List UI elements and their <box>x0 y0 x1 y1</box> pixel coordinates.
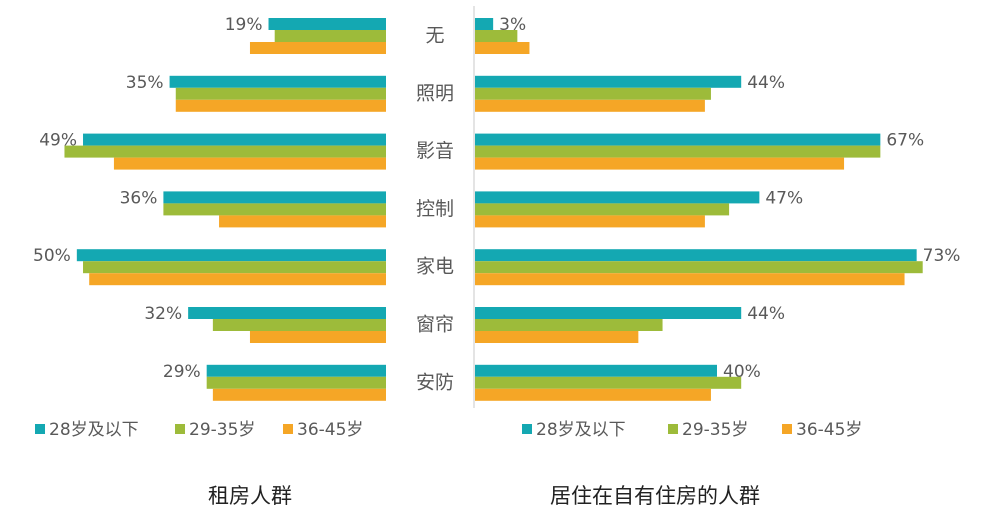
bar <box>475 307 742 319</box>
bar <box>83 261 387 274</box>
bar <box>206 364 386 377</box>
bar <box>163 203 386 216</box>
legend-label: 36-45岁 <box>297 420 363 440</box>
legend-label: 29-35岁 <box>682 420 748 440</box>
legend-swatch <box>668 424 678 434</box>
value-label: 35% <box>126 73 164 93</box>
bar <box>475 87 711 100</box>
value-label: 29% <box>163 362 201 382</box>
bar <box>475 319 663 331</box>
category-label: 窗帘 <box>416 314 454 336</box>
category-label: 控制 <box>416 198 454 220</box>
bar <box>475 191 760 204</box>
legend-swatch <box>175 424 185 434</box>
bar <box>219 215 386 228</box>
bar <box>113 157 386 170</box>
panel-title: 租房人群 <box>208 484 292 508</box>
bar <box>475 364 717 377</box>
value-label: 44% <box>747 73 785 93</box>
bar <box>274 30 386 42</box>
bar <box>475 18 494 30</box>
bar <box>475 215 705 228</box>
bar <box>163 191 386 204</box>
bar <box>175 99 386 112</box>
bar <box>475 75 742 88</box>
bar <box>475 388 711 401</box>
legend-swatch <box>782 424 792 434</box>
bar <box>475 133 881 146</box>
bar <box>249 42 386 54</box>
value-label: 36% <box>120 188 158 208</box>
legend-label: 29-35岁 <box>189 420 255 440</box>
bar <box>475 30 518 42</box>
legend-swatch <box>283 424 293 434</box>
category-label: 影音 <box>416 140 454 162</box>
category-label: 无 <box>425 25 444 47</box>
bar <box>268 18 386 30</box>
bar <box>175 87 386 100</box>
value-label: 44% <box>747 304 785 324</box>
category-label: 照明 <box>416 82 454 104</box>
bar <box>169 75 386 88</box>
bar <box>475 157 845 170</box>
bar <box>188 307 386 319</box>
bar <box>475 42 530 54</box>
bar <box>249 331 386 343</box>
value-label: 47% <box>765 188 803 208</box>
bar <box>475 99 705 112</box>
bar <box>206 376 386 389</box>
legend-swatch <box>35 424 45 434</box>
bar <box>83 133 387 146</box>
value-label: 32% <box>144 304 182 324</box>
legend-label: 36-45岁 <box>796 420 862 440</box>
panel-title: 居住在自有住房的人群 <box>550 484 760 508</box>
bar <box>212 388 386 401</box>
bar <box>76 249 386 262</box>
bar <box>212 319 386 331</box>
bar <box>475 145 881 158</box>
bar <box>475 273 905 286</box>
value-label: 67% <box>886 131 924 151</box>
legend-label: 28岁及以下 <box>536 420 626 440</box>
legend-label: 28岁及以下 <box>49 420 139 440</box>
value-label: 19% <box>225 15 263 35</box>
bar <box>475 249 917 262</box>
bar <box>475 376 742 389</box>
value-label: 50% <box>33 246 71 266</box>
category-label: 安防 <box>416 371 454 393</box>
category-label: 家电 <box>416 256 454 278</box>
bar <box>64 145 386 158</box>
bar <box>475 261 923 274</box>
value-label: 73% <box>923 246 961 266</box>
bar <box>475 331 639 343</box>
legend-swatch <box>522 424 532 434</box>
bar <box>89 273 386 286</box>
bar <box>475 203 730 216</box>
